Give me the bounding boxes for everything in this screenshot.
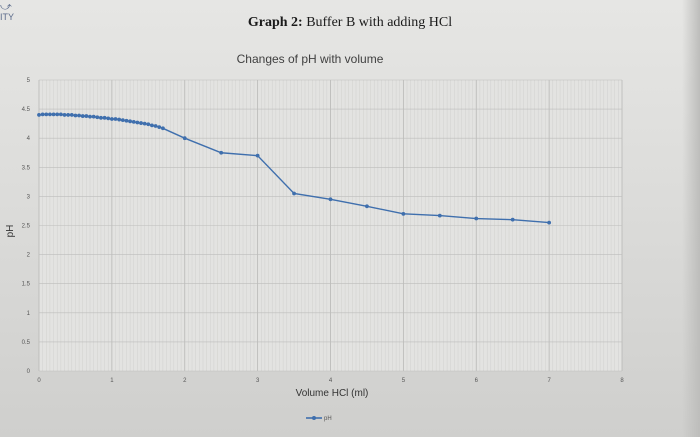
y-tick-label: 1.5 [22, 282, 31, 288]
chart-title-bold: Graph 2: [247, 15, 303, 30]
y-tick-label: 4.5 [22, 107, 31, 113]
data-point [37, 113, 41, 117]
data-point [437, 213, 442, 218]
x-tick-label: 6 [475, 378, 479, 384]
y-axis-label: pH [5, 225, 16, 238]
data-point [106, 116, 111, 121]
data-point [182, 136, 187, 141]
y-tick-label: 1 [27, 311, 31, 317]
x-tick-label: 5 [402, 378, 406, 384]
data-point [547, 220, 552, 225]
data-point [510, 217, 515, 222]
data-point [62, 113, 67, 117]
data-point [80, 114, 85, 118]
x-tick-label: 4 [329, 378, 333, 384]
data-point [95, 115, 100, 120]
corner-text: ITY [0, 12, 15, 22]
chart-title: Graph 2: Buffer B with adding HCl [0, 15, 700, 31]
data-point [474, 216, 479, 221]
data-point [44, 112, 49, 117]
data-point [292, 191, 296, 196]
data-point [117, 117, 122, 122]
legend-marker [312, 416, 316, 420]
series-group [37, 112, 552, 225]
legend: pH [306, 416, 332, 422]
x-tick-label: 2 [183, 378, 187, 384]
data-point [157, 125, 162, 130]
data-point [135, 120, 140, 125]
y-tick-labels: 0 0.5 1 1.5 2 2.5 3 3.5 4 4.5 5 [22, 78, 31, 375]
data-point [58, 112, 63, 117]
data-point [131, 120, 136, 124]
y-tick-label: 0.5 [22, 340, 31, 346]
data-point [219, 150, 224, 155]
y-tick-label: 5 [27, 78, 31, 84]
data-point [328, 197, 333, 202]
x-tick-label: 7 [547, 378, 551, 384]
chart-subtitle: Changes of pH with volume [236, 52, 384, 66]
data-point [113, 117, 118, 121]
x-tick-labels: 0 1 2 3 4 5 6 7 8 [37, 378, 624, 384]
y-tick-label: 3 [27, 194, 31, 200]
x-axis-label: Volume HCl (ml) [296, 388, 369, 399]
data-point [84, 114, 89, 118]
y-tick-label: 2 [27, 253, 31, 259]
corner-mark: ⤻ ITY [0, 1, 22, 23]
y-tick-label: 3.5 [22, 165, 31, 171]
arrow-icon: ⤻ [0, 1, 12, 13]
data-point [153, 124, 158, 128]
photo-edge [682, 0, 700, 437]
data-point [124, 118, 129, 123]
data-point [401, 211, 406, 216]
data-point [128, 119, 132, 124]
data-point [99, 115, 103, 120]
y-tick-label: 2.5 [22, 224, 31, 230]
data-point [77, 113, 81, 118]
data-point [139, 121, 143, 125]
data-point [48, 112, 52, 117]
grid [38, 79, 623, 372]
data-point [102, 115, 107, 120]
legend-label: pH [324, 416, 332, 422]
y-tick-label: 0 [27, 369, 31, 375]
data-point [55, 112, 60, 117]
x-tick-label: 1 [110, 378, 114, 384]
data-point [69, 113, 74, 117]
data-point [120, 118, 125, 123]
data-point [146, 122, 151, 127]
data-point [91, 114, 96, 119]
data-point [88, 114, 92, 119]
data-point [73, 113, 78, 118]
data-point [66, 113, 71, 117]
data-point [365, 204, 369, 209]
data-point [150, 123, 154, 128]
data-point [51, 112, 56, 117]
chart-title-rest: Buffer B with adding HCl [302, 15, 453, 30]
data-point [255, 153, 260, 158]
y-tick-label: 4 [27, 136, 31, 142]
data-point [160, 126, 165, 131]
x-tick-label: 0 [37, 378, 41, 384]
x-tick-label: 3 [256, 378, 260, 384]
x-tick-label: 8 [620, 378, 624, 384]
data-point [40, 112, 45, 117]
data-point [109, 117, 114, 121]
data-point [142, 121, 147, 126]
